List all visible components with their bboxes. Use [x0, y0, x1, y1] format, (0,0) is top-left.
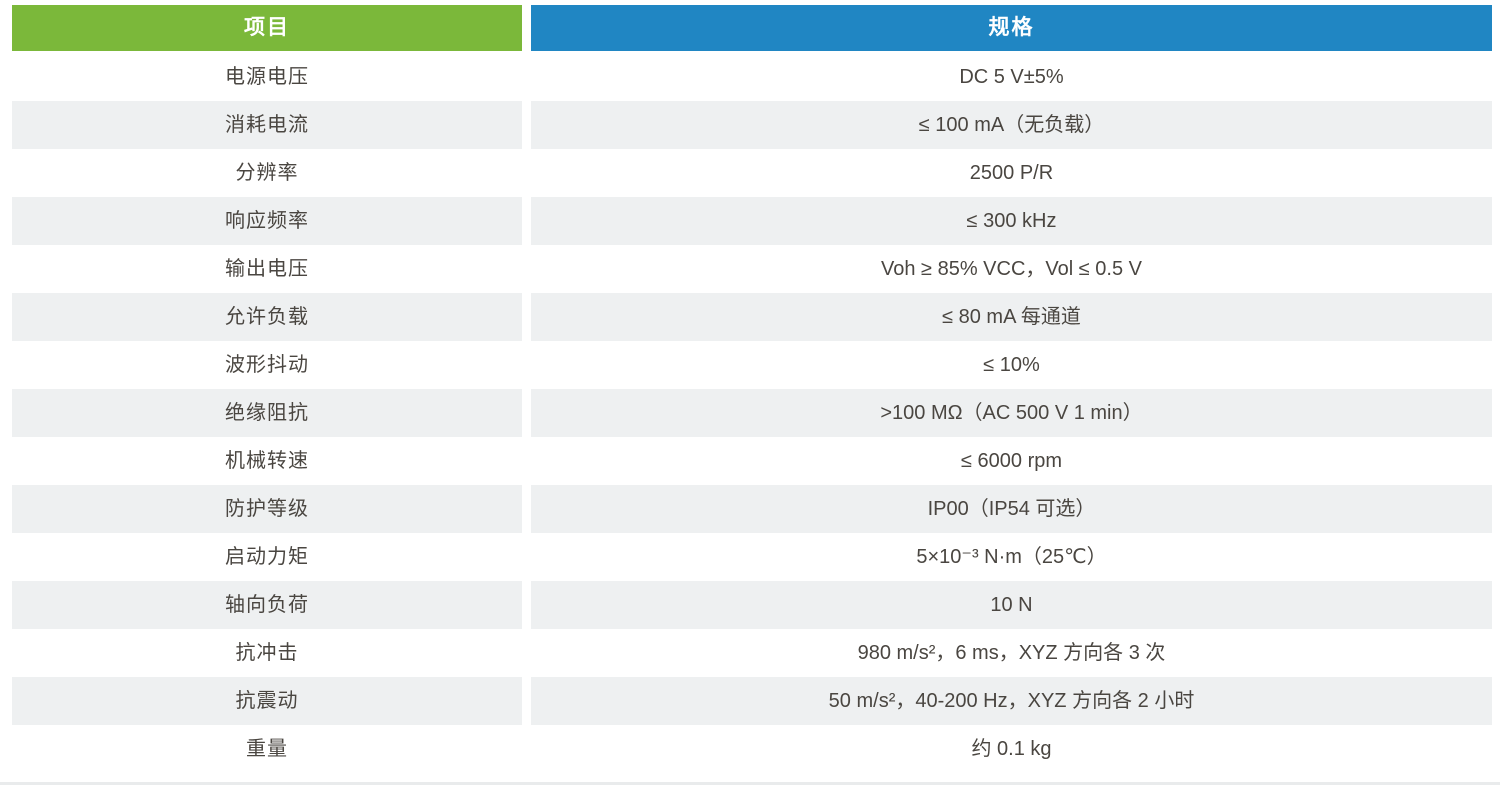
- row-item-label: 防护等级: [12, 485, 522, 533]
- row-item-label: 电源电压: [225, 66, 309, 88]
- table-row: 轴向负荷 10 N: [12, 581, 1492, 629]
- table-row: 消耗电流 ≤ 100 mA（无负载）: [12, 101, 1492, 149]
- table-row: 绝缘阻抗 >100 MΩ（AC 500 V 1 min）: [12, 389, 1492, 437]
- row-spec-value: 5×10⁻³ N·m（25℃）: [916, 546, 1107, 568]
- row-item-label: 响应频率: [12, 197, 522, 245]
- spec-table: 项目 规格 电源电压 DC 5 V±5% 消耗电流 ≤ 100 mA（无负载） …: [12, 5, 1492, 773]
- row-item-label: 波形抖动: [225, 354, 309, 376]
- row-spec-value: ≤ 10%: [983, 354, 1040, 376]
- row-spec-value: IP00（IP54 可选）: [531, 485, 1492, 533]
- row-item-label: 轴向负荷: [12, 581, 522, 629]
- table-row: 电源电压 DC 5 V±5%: [12, 53, 1492, 101]
- row-spec-value: ≤ 80 mA 每通道: [531, 293, 1492, 341]
- row-item-label: 机械转速: [225, 450, 309, 472]
- row-spec-value: 2500 P/R: [969, 162, 1054, 184]
- row-spec-value: DC 5 V±5%: [959, 66, 1064, 88]
- column-header-item: 项目: [12, 5, 522, 51]
- table-row: 启动力矩 5×10⁻³ N·m（25℃）: [12, 533, 1492, 581]
- row-item-label: 启动力矩: [225, 546, 309, 568]
- row-spec-value: ≤ 100 mA（无负载）: [531, 101, 1492, 149]
- column-header-spec: 规格: [531, 5, 1492, 51]
- row-spec-value: 50 m/s²，40-200 Hz，XYZ 方向各 2 小时: [531, 677, 1492, 725]
- table-row: 机械转速 ≤ 6000 rpm: [12, 437, 1492, 485]
- table-row: 抗冲击 980 m/s²，6 ms，XYZ 方向各 3 次: [12, 629, 1492, 677]
- table-row: 重量 约 0.1 kg: [12, 725, 1492, 773]
- row-item-label: 重量: [246, 738, 288, 760]
- row-item-label: 分辨率: [235, 162, 299, 184]
- table-header-row: 项目 规格: [12, 5, 1492, 51]
- row-spec-value: 10 N: [531, 581, 1492, 629]
- row-spec-value: ≤ 300 kHz: [531, 197, 1492, 245]
- table-row: 分辨率 2500 P/R: [12, 149, 1492, 197]
- row-item-label: 绝缘阻抗: [12, 389, 522, 437]
- table-row: 抗震动 50 m/s²，40-200 Hz，XYZ 方向各 2 小时: [12, 677, 1492, 725]
- bottom-divider: [0, 782, 1500, 785]
- table-row: 响应频率 ≤ 300 kHz: [12, 197, 1492, 245]
- table-body: 电源电压 DC 5 V±5% 消耗电流 ≤ 100 mA（无负载） 分辨率 25…: [12, 53, 1492, 773]
- row-item-label: 允许负载: [12, 293, 522, 341]
- table-row: 波形抖动 ≤ 10%: [12, 341, 1492, 389]
- row-spec-value: 约 0.1 kg: [971, 738, 1052, 760]
- row-spec-value: 980 m/s²，6 ms，XYZ 方向各 3 次: [857, 642, 1166, 664]
- row-item-label: 消耗电流: [12, 101, 522, 149]
- row-spec-value: >100 MΩ（AC 500 V 1 min）: [531, 389, 1492, 437]
- row-item-label: 抗震动: [12, 677, 522, 725]
- table-row: 允许负载 ≤ 80 mA 每通道: [12, 293, 1492, 341]
- table-row: 防护等级 IP00（IP54 可选）: [12, 485, 1492, 533]
- row-item-label: 抗冲击: [235, 642, 299, 664]
- row-item-label: 输出电压: [225, 258, 309, 280]
- row-spec-value: ≤ 6000 rpm: [960, 450, 1063, 472]
- row-spec-value: Voh ≥ 85% VCC，Vol ≤ 0.5 V: [881, 258, 1142, 280]
- table-row: 输出电压 Voh ≥ 85% VCC，Vol ≤ 0.5 V: [12, 245, 1492, 293]
